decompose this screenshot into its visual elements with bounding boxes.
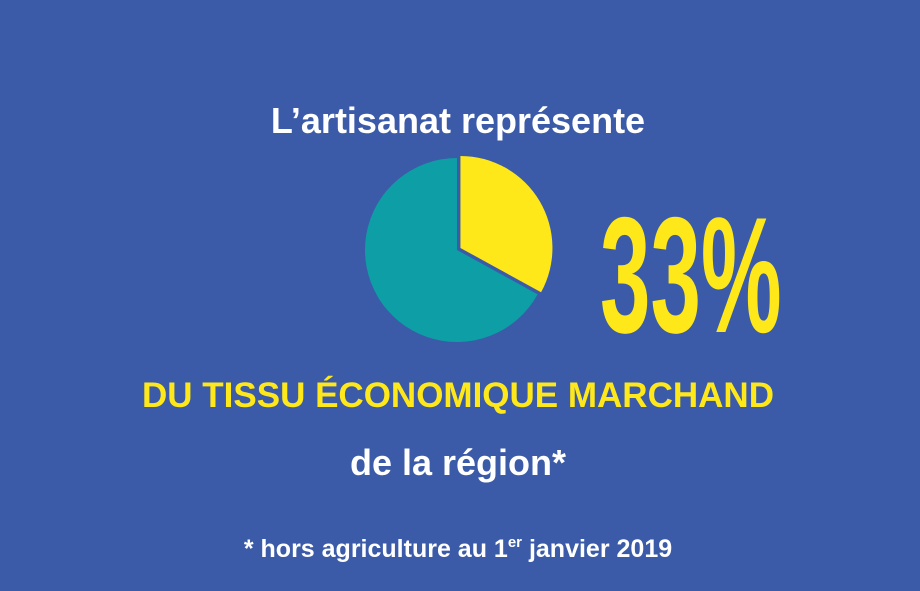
subtitle: DU TISSU ÉCONOMIQUE MARCHAND bbox=[142, 375, 774, 415]
value-label: 33% bbox=[600, 183, 782, 368]
pie-slice bbox=[460, 155, 553, 293]
footnote: * hors agriculture au 1er janvier 2019 bbox=[244, 534, 672, 563]
pie bbox=[365, 155, 553, 342]
footnote-text: janvier 2019 bbox=[522, 535, 672, 563]
title: L’artisanat représente bbox=[271, 100, 645, 141]
subtitle-2: de la région* bbox=[350, 442, 566, 483]
footnote-superscript: er bbox=[508, 534, 522, 551]
footnote-text: * hors agriculture au 1 bbox=[244, 535, 508, 563]
pie-slice bbox=[365, 158, 538, 342]
